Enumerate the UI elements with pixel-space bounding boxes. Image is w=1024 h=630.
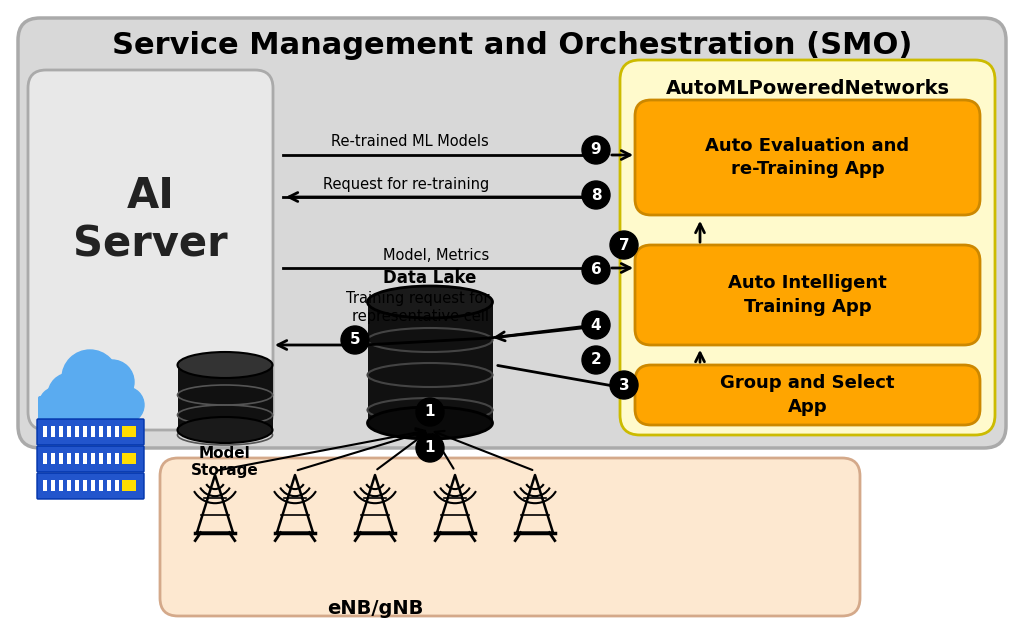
Ellipse shape bbox=[368, 407, 493, 439]
Text: Model
Storage: Model Storage bbox=[191, 446, 259, 478]
Text: 9: 9 bbox=[591, 142, 601, 158]
Text: 4: 4 bbox=[591, 318, 601, 333]
Ellipse shape bbox=[177, 352, 272, 378]
Circle shape bbox=[39, 387, 75, 423]
Text: Data Lake: Data Lake bbox=[383, 269, 477, 287]
Text: Model, Metrics: Model, Metrics bbox=[383, 248, 489, 263]
FancyBboxPatch shape bbox=[160, 458, 860, 616]
FancyBboxPatch shape bbox=[18, 18, 1006, 448]
Text: 5: 5 bbox=[349, 333, 360, 348]
Bar bbox=[91, 480, 95, 491]
FancyBboxPatch shape bbox=[37, 446, 144, 472]
Bar bbox=[75, 480, 79, 491]
Circle shape bbox=[341, 326, 369, 354]
Circle shape bbox=[48, 373, 92, 417]
FancyBboxPatch shape bbox=[635, 100, 980, 215]
Bar bbox=[106, 480, 111, 491]
Text: eNB/gNB: eNB/gNB bbox=[327, 598, 423, 617]
FancyBboxPatch shape bbox=[635, 365, 980, 425]
Circle shape bbox=[582, 256, 610, 284]
Circle shape bbox=[90, 360, 134, 404]
Text: AutoMLPoweredNetworks: AutoMLPoweredNetworks bbox=[666, 79, 949, 98]
Bar bbox=[59, 426, 63, 437]
Bar bbox=[83, 453, 87, 464]
Text: 3: 3 bbox=[618, 377, 630, 392]
Circle shape bbox=[416, 434, 444, 462]
Bar bbox=[43, 426, 47, 437]
Bar bbox=[43, 480, 47, 491]
FancyBboxPatch shape bbox=[38, 396, 137, 425]
Text: Auto Evaluation and
re-Training App: Auto Evaluation and re-Training App bbox=[706, 137, 909, 178]
Bar bbox=[51, 426, 55, 437]
Bar bbox=[115, 426, 119, 437]
Bar bbox=[99, 426, 103, 437]
Text: AI
Server: AI Server bbox=[73, 175, 227, 265]
FancyBboxPatch shape bbox=[620, 60, 995, 435]
Bar bbox=[123, 453, 127, 464]
Circle shape bbox=[582, 136, 610, 164]
Text: 1: 1 bbox=[425, 440, 435, 455]
Bar bbox=[51, 453, 55, 464]
Ellipse shape bbox=[177, 417, 272, 443]
Bar bbox=[368, 302, 493, 423]
Bar bbox=[115, 480, 119, 491]
FancyBboxPatch shape bbox=[635, 245, 980, 345]
Bar bbox=[106, 426, 111, 437]
Text: 7: 7 bbox=[618, 238, 630, 253]
Bar bbox=[67, 426, 71, 437]
Bar bbox=[91, 453, 95, 464]
Bar bbox=[51, 480, 55, 491]
Bar bbox=[178, 365, 273, 430]
FancyBboxPatch shape bbox=[28, 70, 273, 430]
Text: Group and Select
App: Group and Select App bbox=[720, 374, 895, 416]
Bar bbox=[122, 453, 136, 464]
Bar bbox=[123, 426, 127, 437]
Text: 1: 1 bbox=[425, 404, 435, 420]
Bar bbox=[59, 453, 63, 464]
Text: 2: 2 bbox=[591, 353, 601, 367]
Text: representative cell: representative cell bbox=[352, 309, 489, 323]
FancyBboxPatch shape bbox=[37, 419, 144, 445]
Ellipse shape bbox=[368, 286, 493, 318]
Bar bbox=[75, 453, 79, 464]
Circle shape bbox=[582, 181, 610, 209]
Bar bbox=[123, 480, 127, 491]
Text: Re-trained ML Models: Re-trained ML Models bbox=[331, 134, 489, 149]
Bar bbox=[67, 453, 71, 464]
FancyBboxPatch shape bbox=[37, 473, 144, 499]
Text: 8: 8 bbox=[591, 188, 601, 202]
Bar bbox=[59, 480, 63, 491]
Text: Request for re-training: Request for re-training bbox=[323, 176, 489, 192]
Bar bbox=[43, 453, 47, 464]
Circle shape bbox=[582, 346, 610, 374]
Bar bbox=[122, 426, 136, 437]
Circle shape bbox=[416, 398, 444, 426]
Text: 6: 6 bbox=[591, 263, 601, 277]
Bar bbox=[91, 426, 95, 437]
Bar bbox=[99, 480, 103, 491]
Bar bbox=[67, 480, 71, 491]
Text: Service Management and Orchestration (SMO): Service Management and Orchestration (SM… bbox=[112, 30, 912, 59]
Bar bbox=[115, 453, 119, 464]
Bar bbox=[99, 453, 103, 464]
Circle shape bbox=[62, 350, 118, 406]
Text: Auto Intelligent
Training App: Auto Intelligent Training App bbox=[728, 274, 887, 316]
Bar bbox=[122, 480, 136, 491]
Circle shape bbox=[610, 231, 638, 259]
Bar bbox=[106, 453, 111, 464]
Bar bbox=[83, 426, 87, 437]
Circle shape bbox=[582, 311, 610, 339]
Circle shape bbox=[610, 371, 638, 399]
Bar bbox=[75, 426, 79, 437]
Circle shape bbox=[108, 387, 144, 423]
Text: Training request for: Training request for bbox=[345, 290, 489, 306]
Bar bbox=[83, 480, 87, 491]
